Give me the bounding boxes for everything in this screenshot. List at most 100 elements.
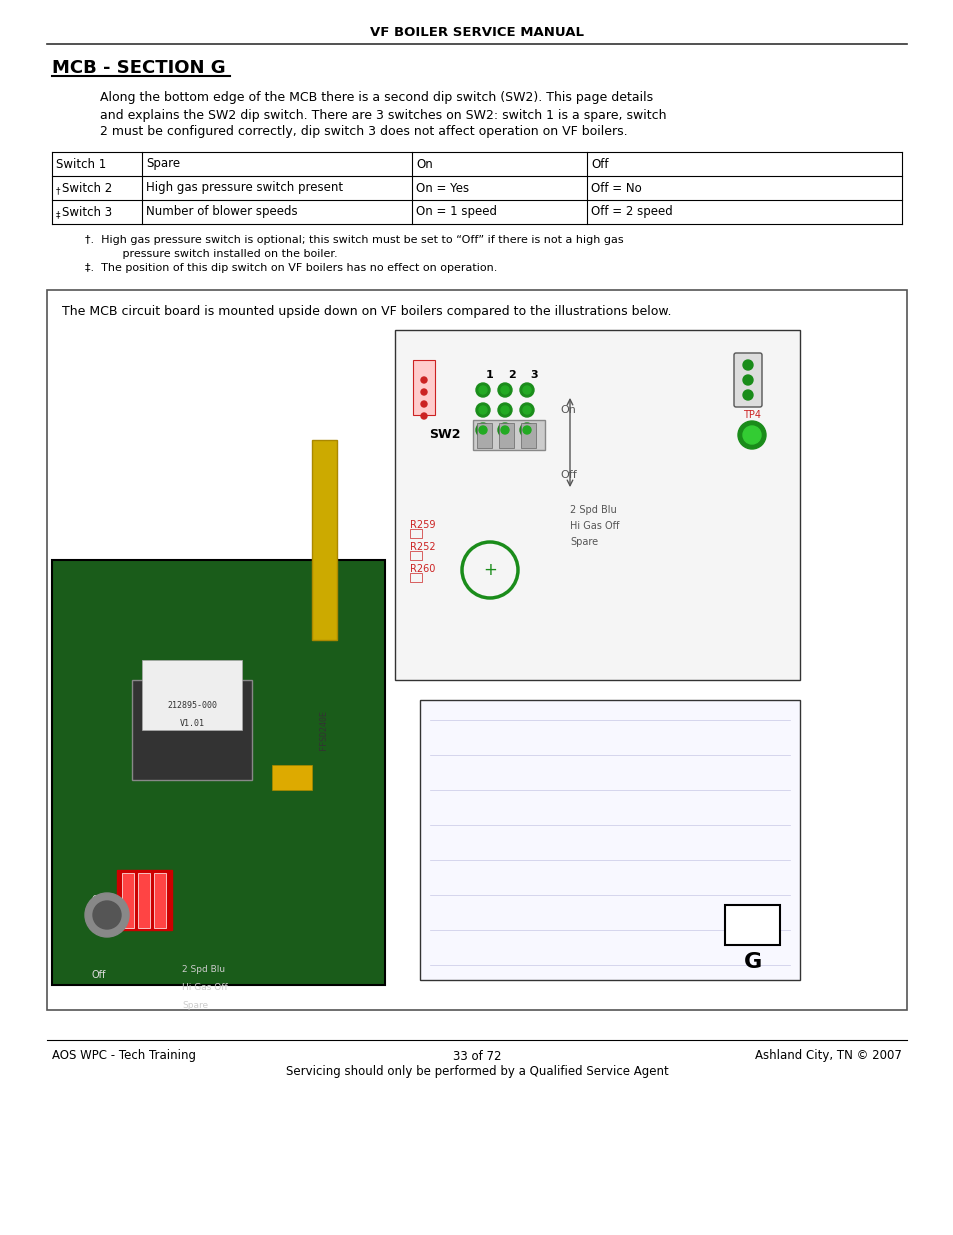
Circle shape: [420, 412, 427, 419]
Circle shape: [92, 902, 121, 929]
Text: TP4: TP4: [742, 410, 760, 420]
Text: 3CA377: 3CA377: [177, 736, 207, 746]
Circle shape: [519, 383, 534, 396]
Text: pressure switch installed on the boiler.: pressure switch installed on the boiler.: [105, 249, 337, 259]
Circle shape: [420, 377, 427, 383]
Bar: [153, 873, 166, 927]
Text: FFSD240E: FFSD240E: [319, 710, 328, 750]
Text: The MCB circuit board is mounted upside down on VF boilers compared to the illus: The MCB circuit board is mounted upside …: [62, 305, 671, 319]
Circle shape: [497, 383, 512, 396]
Text: Off: Off: [91, 969, 107, 981]
Text: V1.01: V1.01: [179, 719, 204, 727]
Circle shape: [476, 383, 490, 396]
Text: VF BOILER SERVICE MANUAL: VF BOILER SERVICE MANUAL: [370, 26, 583, 38]
Bar: [520, 424, 536, 448]
Bar: [473, 420, 544, 450]
Bar: [395, 330, 800, 680]
Text: 2 Spd Blu: 2 Spd Blu: [569, 505, 616, 515]
Circle shape: [500, 406, 509, 414]
Text: R252: R252: [410, 542, 436, 552]
Text: Switch 2: Switch 2: [62, 182, 112, 194]
Text: Number of blower speeds: Number of blower speeds: [146, 205, 297, 219]
Circle shape: [478, 426, 486, 433]
Text: On: On: [559, 405, 576, 415]
Text: AOS WPC - Tech Training: AOS WPC - Tech Training: [52, 1050, 195, 1062]
Text: 3: 3: [530, 370, 537, 380]
Circle shape: [738, 421, 765, 450]
Bar: [476, 424, 492, 448]
Circle shape: [522, 426, 531, 433]
Text: Hi Gas Off: Hi Gas Off: [182, 983, 228, 993]
Bar: [272, 764, 312, 790]
Text: R260: R260: [410, 564, 435, 574]
Text: and explains the SW2 dip switch. There are 3 switches on SW2: switch 1 is a spar: and explains the SW2 dip switch. There a…: [100, 109, 666, 121]
Text: ‡: ‡: [56, 210, 60, 220]
Circle shape: [420, 389, 427, 395]
Text: On = Yes: On = Yes: [416, 182, 469, 194]
Text: Along the bottom edge of the MCB there is a second dip switch (SW2). This page d: Along the bottom edge of the MCB there i…: [100, 91, 653, 105]
Text: Off: Off: [559, 471, 577, 480]
Text: On: On: [91, 895, 106, 905]
Text: 2 Spd Blu: 2 Spd Blu: [182, 966, 225, 974]
Bar: [132, 680, 252, 781]
Bar: [410, 573, 421, 582]
Text: Hi Gas Off: Hi Gas Off: [569, 521, 618, 531]
Text: Switch 3: Switch 3: [62, 205, 112, 219]
Text: Servicing should only be performed by a Qualified Service Agent: Servicing should only be performed by a …: [285, 1066, 668, 1078]
Text: 2: 2: [508, 370, 516, 380]
Text: Off: Off: [590, 158, 608, 170]
Bar: [419, 700, 800, 981]
Bar: [724, 905, 780, 945]
FancyBboxPatch shape: [733, 353, 761, 408]
Circle shape: [742, 359, 752, 370]
Bar: [117, 869, 172, 930]
Circle shape: [742, 390, 752, 400]
Text: 1: 1: [486, 370, 494, 380]
Text: Off = 2 speed: Off = 2 speed: [590, 205, 672, 219]
Circle shape: [500, 387, 509, 394]
Circle shape: [420, 401, 427, 408]
Text: G: G: [743, 952, 761, 972]
Text: 33 of 72: 33 of 72: [453, 1050, 500, 1062]
Circle shape: [742, 375, 752, 385]
Text: R259: R259: [410, 520, 435, 530]
Circle shape: [497, 424, 512, 437]
Bar: [312, 440, 336, 640]
Text: +: +: [482, 561, 497, 579]
Text: Off = No: Off = No: [590, 182, 641, 194]
Text: High gas pressure switch present: High gas pressure switch present: [146, 182, 343, 194]
Text: ‡.  The position of this dip switch on VF boilers has no effect on operation.: ‡. The position of this dip switch on VF…: [85, 263, 497, 273]
Text: SW2: SW2: [429, 429, 460, 441]
Bar: [410, 529, 421, 538]
Bar: [413, 359, 435, 415]
Text: Spare: Spare: [182, 1002, 208, 1010]
Bar: [52, 559, 385, 986]
Circle shape: [742, 426, 760, 445]
Bar: [47, 290, 906, 1010]
Bar: [138, 873, 150, 927]
Text: 212895-000: 212895-000: [167, 700, 216, 709]
Circle shape: [476, 403, 490, 417]
Text: MCB - SECTION G: MCB - SECTION G: [52, 59, 226, 77]
Circle shape: [500, 426, 509, 433]
Circle shape: [478, 387, 486, 394]
Circle shape: [85, 893, 129, 937]
Text: Switch 1: Switch 1: [56, 158, 106, 170]
Text: On: On: [416, 158, 433, 170]
Text: Ashland City, TN © 2007: Ashland City, TN © 2007: [755, 1050, 901, 1062]
Text: 2 must be configured correctly, dip switch 3 does not affect operation on VF boi: 2 must be configured correctly, dip swit…: [100, 126, 627, 138]
Circle shape: [478, 406, 486, 414]
Circle shape: [522, 387, 531, 394]
Circle shape: [519, 403, 534, 417]
Text: On = 1 speed: On = 1 speed: [416, 205, 497, 219]
Text: Spare: Spare: [569, 537, 598, 547]
Circle shape: [497, 403, 512, 417]
Bar: [410, 551, 421, 559]
Bar: [122, 873, 133, 927]
Circle shape: [476, 424, 490, 437]
Text: †: †: [56, 186, 60, 195]
Text: †.  High gas pressure switch is optional; this switch must be set to “Off” if th: †. High gas pressure switch is optional;…: [85, 235, 623, 245]
Bar: [498, 424, 514, 448]
Circle shape: [519, 424, 534, 437]
Text: Spare: Spare: [146, 158, 180, 170]
